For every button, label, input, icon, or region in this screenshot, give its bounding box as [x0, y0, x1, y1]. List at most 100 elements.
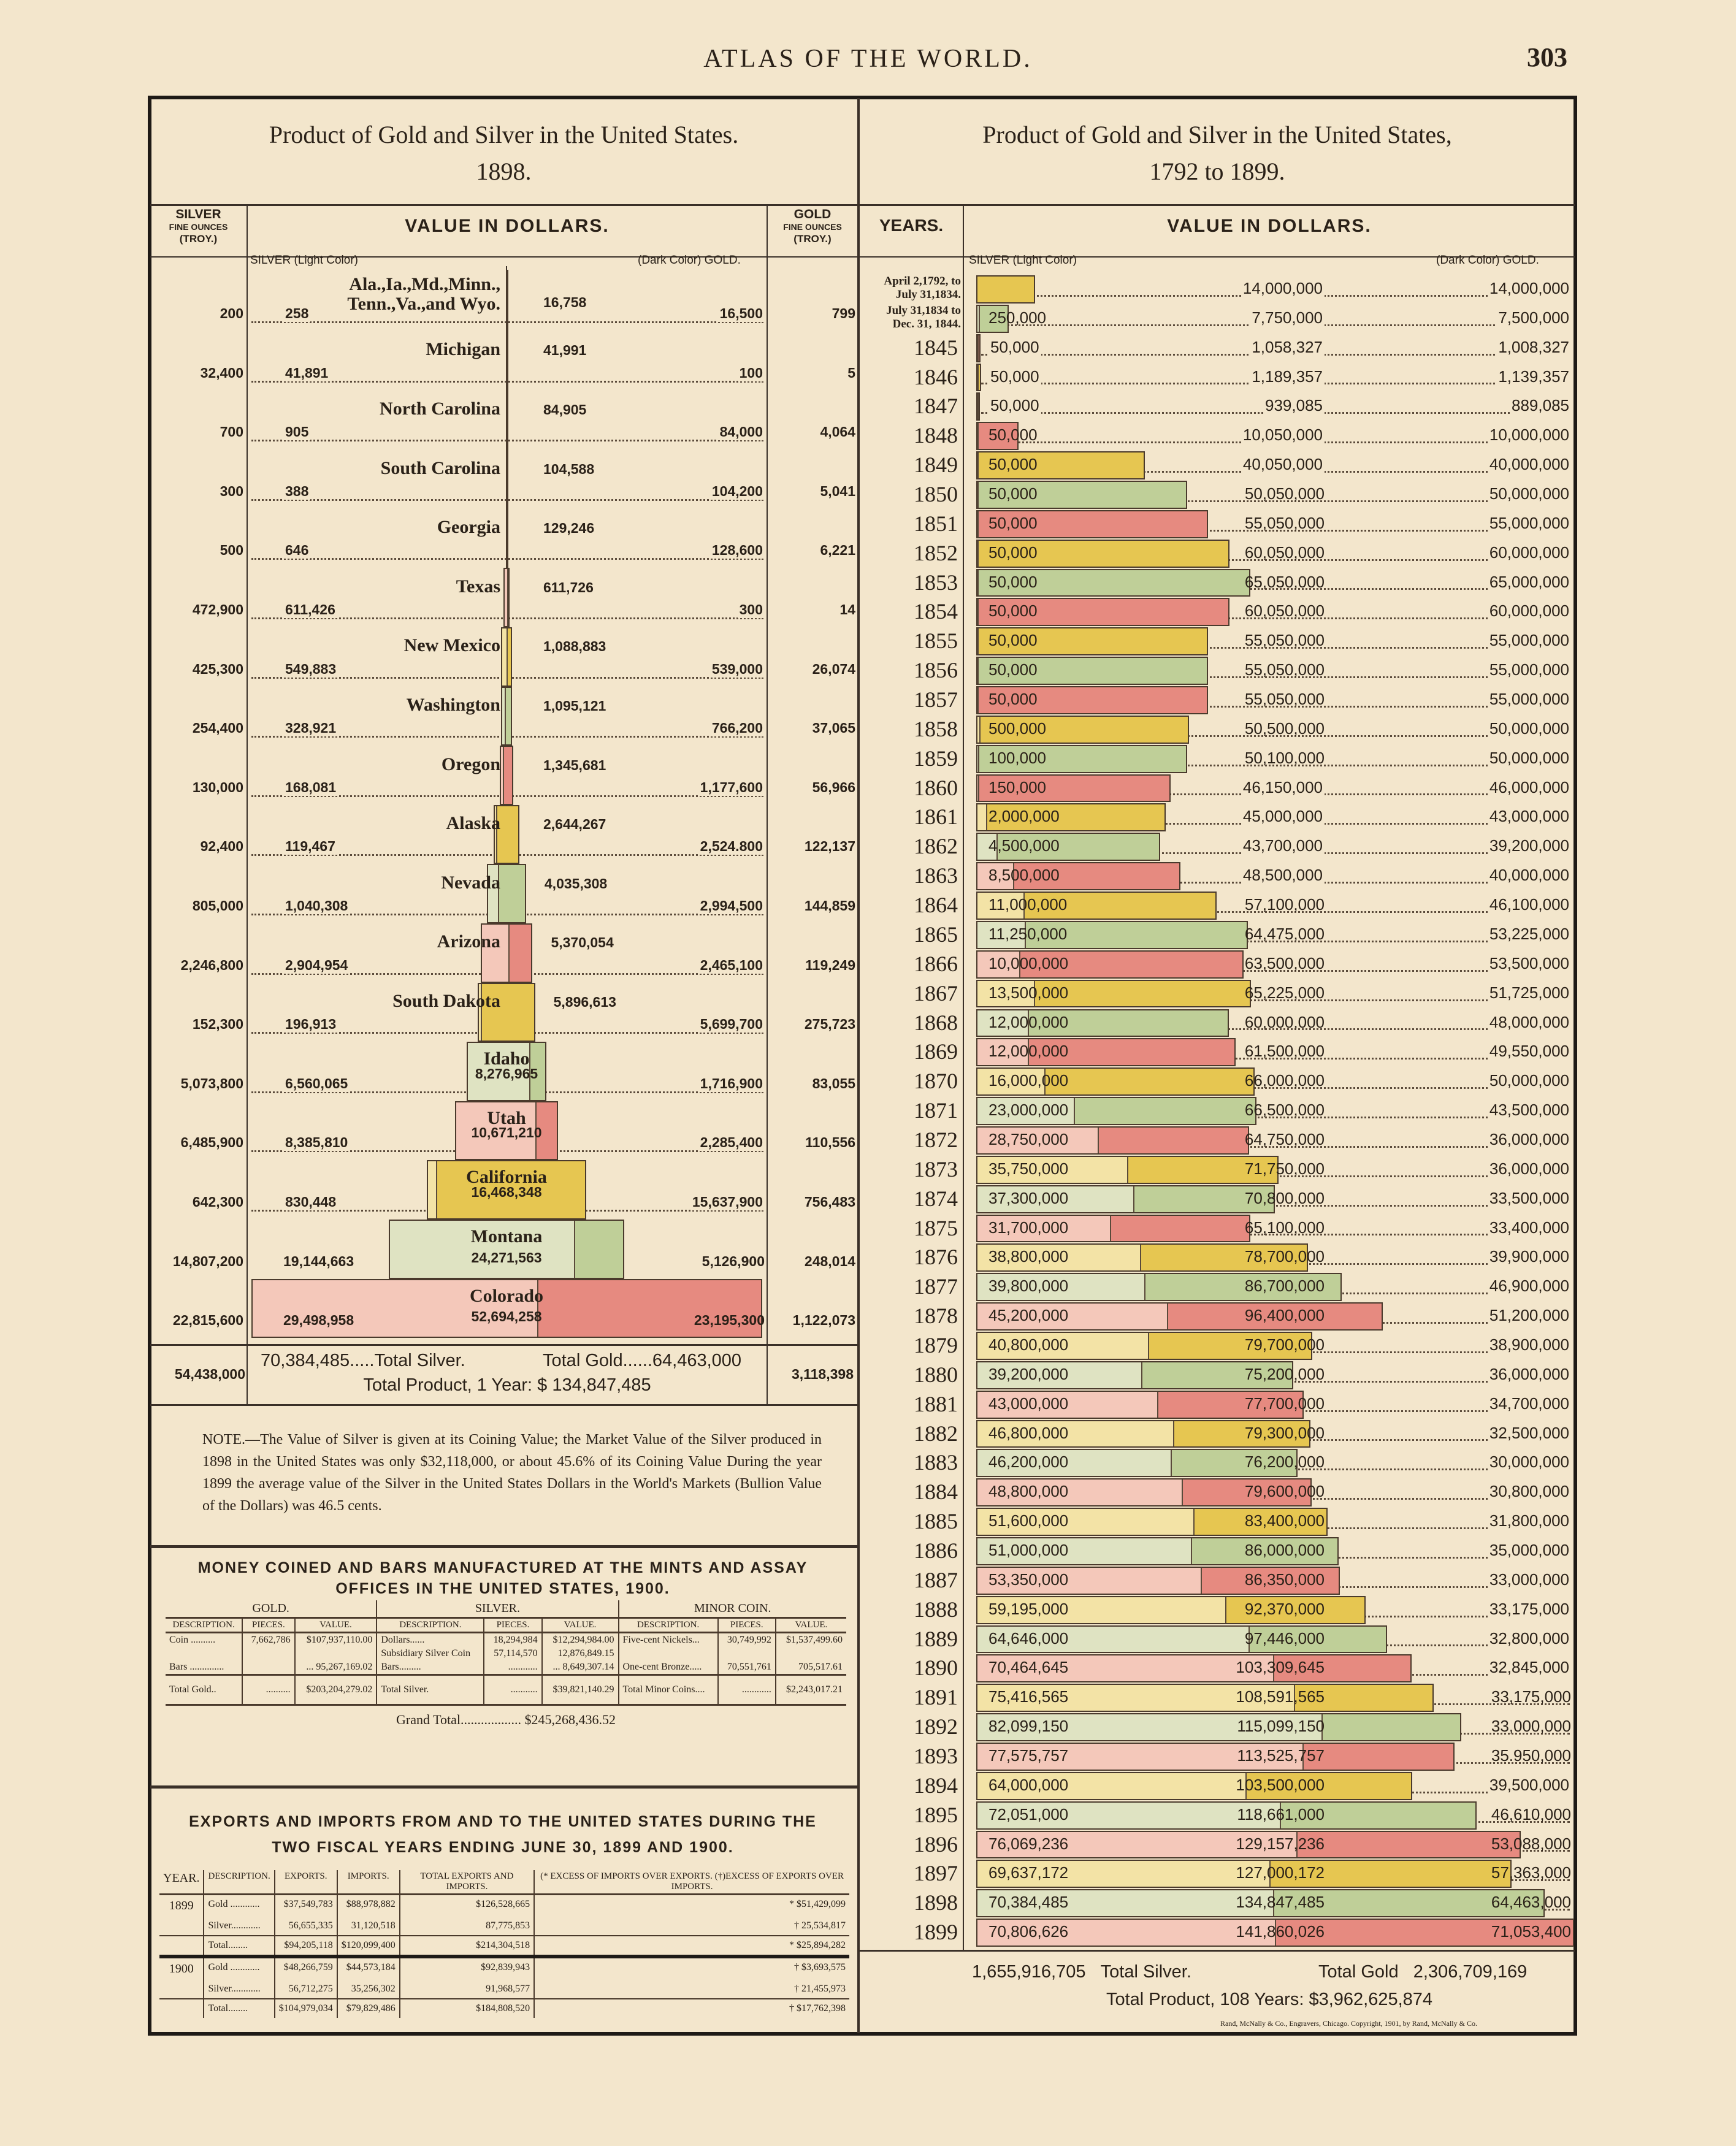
table-row: Total Gold............ $203,204,279.02 Tot… [166, 1674, 846, 1705]
gold-value: 46,900,000 [1487, 1277, 1571, 1296]
year-bar [976, 1771, 1413, 1800]
gold-oz-value: 83,055 [812, 1075, 855, 1091]
left-title-line1: Product of Gold and Silver in the United… [269, 121, 739, 148]
silver-segment [977, 1744, 1304, 1770]
state-bar [478, 982, 535, 1042]
year-bar [976, 1889, 1545, 1918]
state-total: 52,694,258 [471, 1308, 542, 1325]
silver-value: 13,500,000 [988, 983, 1069, 1002]
gold-value: 104,200 [709, 483, 765, 500]
gold-oz-value: 275,723 [804, 1016, 855, 1033]
gold-segment [1275, 1920, 1573, 1946]
column-header: DESCRIPTION. [203, 1870, 275, 1895]
right-total-product: Total Product, 108 Years: $3,962,625,874 [1106, 1990, 1433, 2009]
gold-segment [1304, 1744, 1454, 1770]
total-value: 65,100,000 [1244, 1218, 1325, 1237]
total-value: 61,500,000 [1244, 1042, 1325, 1061]
year-bar [976, 803, 1166, 832]
table-cell: ... 95,267,169.02 [294, 1660, 377, 1675]
gold-segment [1128, 1156, 1278, 1183]
total-value: 97,446,000 [1244, 1629, 1325, 1648]
gold-value: 31,800,000 [1487, 1511, 1571, 1531]
state-total: 16,468,348 [471, 1184, 542, 1200]
gold-oz-value: 37,065 [812, 720, 855, 736]
silver-value: 4,500,000 [988, 836, 1060, 855]
left-legend-gold: (Dark Color) GOLD. [638, 254, 741, 267]
silver-value: 10,000,000 [988, 953, 1069, 972]
table-cell: † 21,455,973 [533, 1980, 849, 1999]
year-label: 1848 [914, 423, 958, 448]
gold-segment [499, 865, 525, 922]
silver-value: 196,913 [283, 1016, 338, 1033]
silver-value: 50,000 [988, 484, 1038, 503]
year-label: 1881 [914, 1391, 958, 1416]
state-total: 84,905 [543, 401, 587, 418]
gold-value: 7,500,000 [1496, 308, 1571, 327]
gold-segment [979, 775, 1170, 801]
table-cell: $48,266,759 [273, 1957, 337, 1980]
total-gold-oz: 3,118,398 [791, 1366, 854, 1382]
year-label: 1886 [914, 1538, 958, 1563]
silver-value: 388 [283, 483, 311, 500]
gold-segment [1247, 1773, 1412, 1799]
silver-segment [977, 1332, 1150, 1359]
gold-value: 33,000,000 [1491, 1717, 1571, 1736]
silver-segment [507, 510, 508, 567]
table-cell: 705,517.61 [774, 1660, 846, 1675]
silver-segment [977, 1685, 1295, 1711]
silver-value: 70,806,626 [988, 1922, 1069, 1941]
leader-line [981, 676, 1570, 679]
leader-line [981, 529, 1570, 532]
period-label: July 31,1834 to Dec. 31, 1844. [886, 304, 961, 330]
gold-segment [1045, 1069, 1253, 1095]
silver-segment [495, 806, 497, 863]
table-cell: 56,712,275 [273, 1980, 337, 1999]
gold-value: 539,000 [709, 660, 765, 678]
gold-segment [979, 599, 1228, 625]
leader-line [981, 911, 1570, 913]
year-label: 1885 [914, 1509, 958, 1534]
year-bar [976, 774, 1171, 803]
gold-segment [1158, 1391, 1303, 1418]
total-value: 103,309,645 [1236, 1658, 1325, 1677]
total-value: 63,500,000 [1244, 953, 1325, 972]
year-bar [976, 539, 1229, 568]
money-table-rule [150, 1545, 857, 1548]
silver-segment [977, 511, 979, 537]
state-total: 5,370,054 [551, 934, 614, 951]
gold-value: 55,000,000 [1487, 631, 1571, 651]
table-cell: $214,304,518 [399, 1936, 535, 1957]
table-cell [166, 1647, 242, 1660]
table-row: Silver............ 56,655,335 31,120,518 87… [159, 1917, 849, 1936]
gold-segment [979, 452, 1144, 479]
table-cell: Total........ [203, 1936, 275, 1957]
year-bar [976, 1860, 1512, 1888]
gold-segment [979, 658, 1207, 684]
silver-segment [977, 1391, 1159, 1418]
table-cell: 91,968,577 [399, 1980, 535, 1999]
silver-value: 82,099,150 [988, 1717, 1069, 1736]
silver-value: 8,385,810 [283, 1134, 350, 1151]
silver-segment [479, 983, 483, 1041]
years-header: YEARS. [879, 216, 944, 235]
total-value: 50,500,000 [1244, 719, 1325, 738]
right-title-line1: Product of Gold and Silver in the United… [982, 121, 1452, 148]
state-name: Nevada [441, 872, 500, 893]
year-label: 1899 [914, 1920, 958, 1945]
silver-segment [977, 1127, 1099, 1153]
left-total-product: Total Product, 1 Year: $ 134,847,485 [363, 1375, 651, 1395]
silver-value: 100,000 [988, 748, 1046, 767]
total-value: 64,475,000 [1244, 924, 1325, 943]
silver-segment [252, 1280, 538, 1337]
table-cell: $184,808,520 [399, 1999, 535, 2018]
silver-value: 11,000,000 [988, 895, 1068, 914]
year-label: 1872 [914, 1127, 958, 1152]
table-cell: $203,204,279.02 [294, 1674, 377, 1705]
column-header: DESCRIPTION. [166, 1617, 243, 1633]
right-title-line2: 1792 to 1899. [1149, 158, 1285, 185]
year-bar [976, 1508, 1328, 1536]
silver-segment [977, 364, 979, 391]
gold-segment [1168, 1304, 1382, 1329]
table-row: Coin .......... 7,662,786 $107,937,110.00 D… [166, 1632, 846, 1647]
left-col-line-2 [767, 205, 768, 1404]
